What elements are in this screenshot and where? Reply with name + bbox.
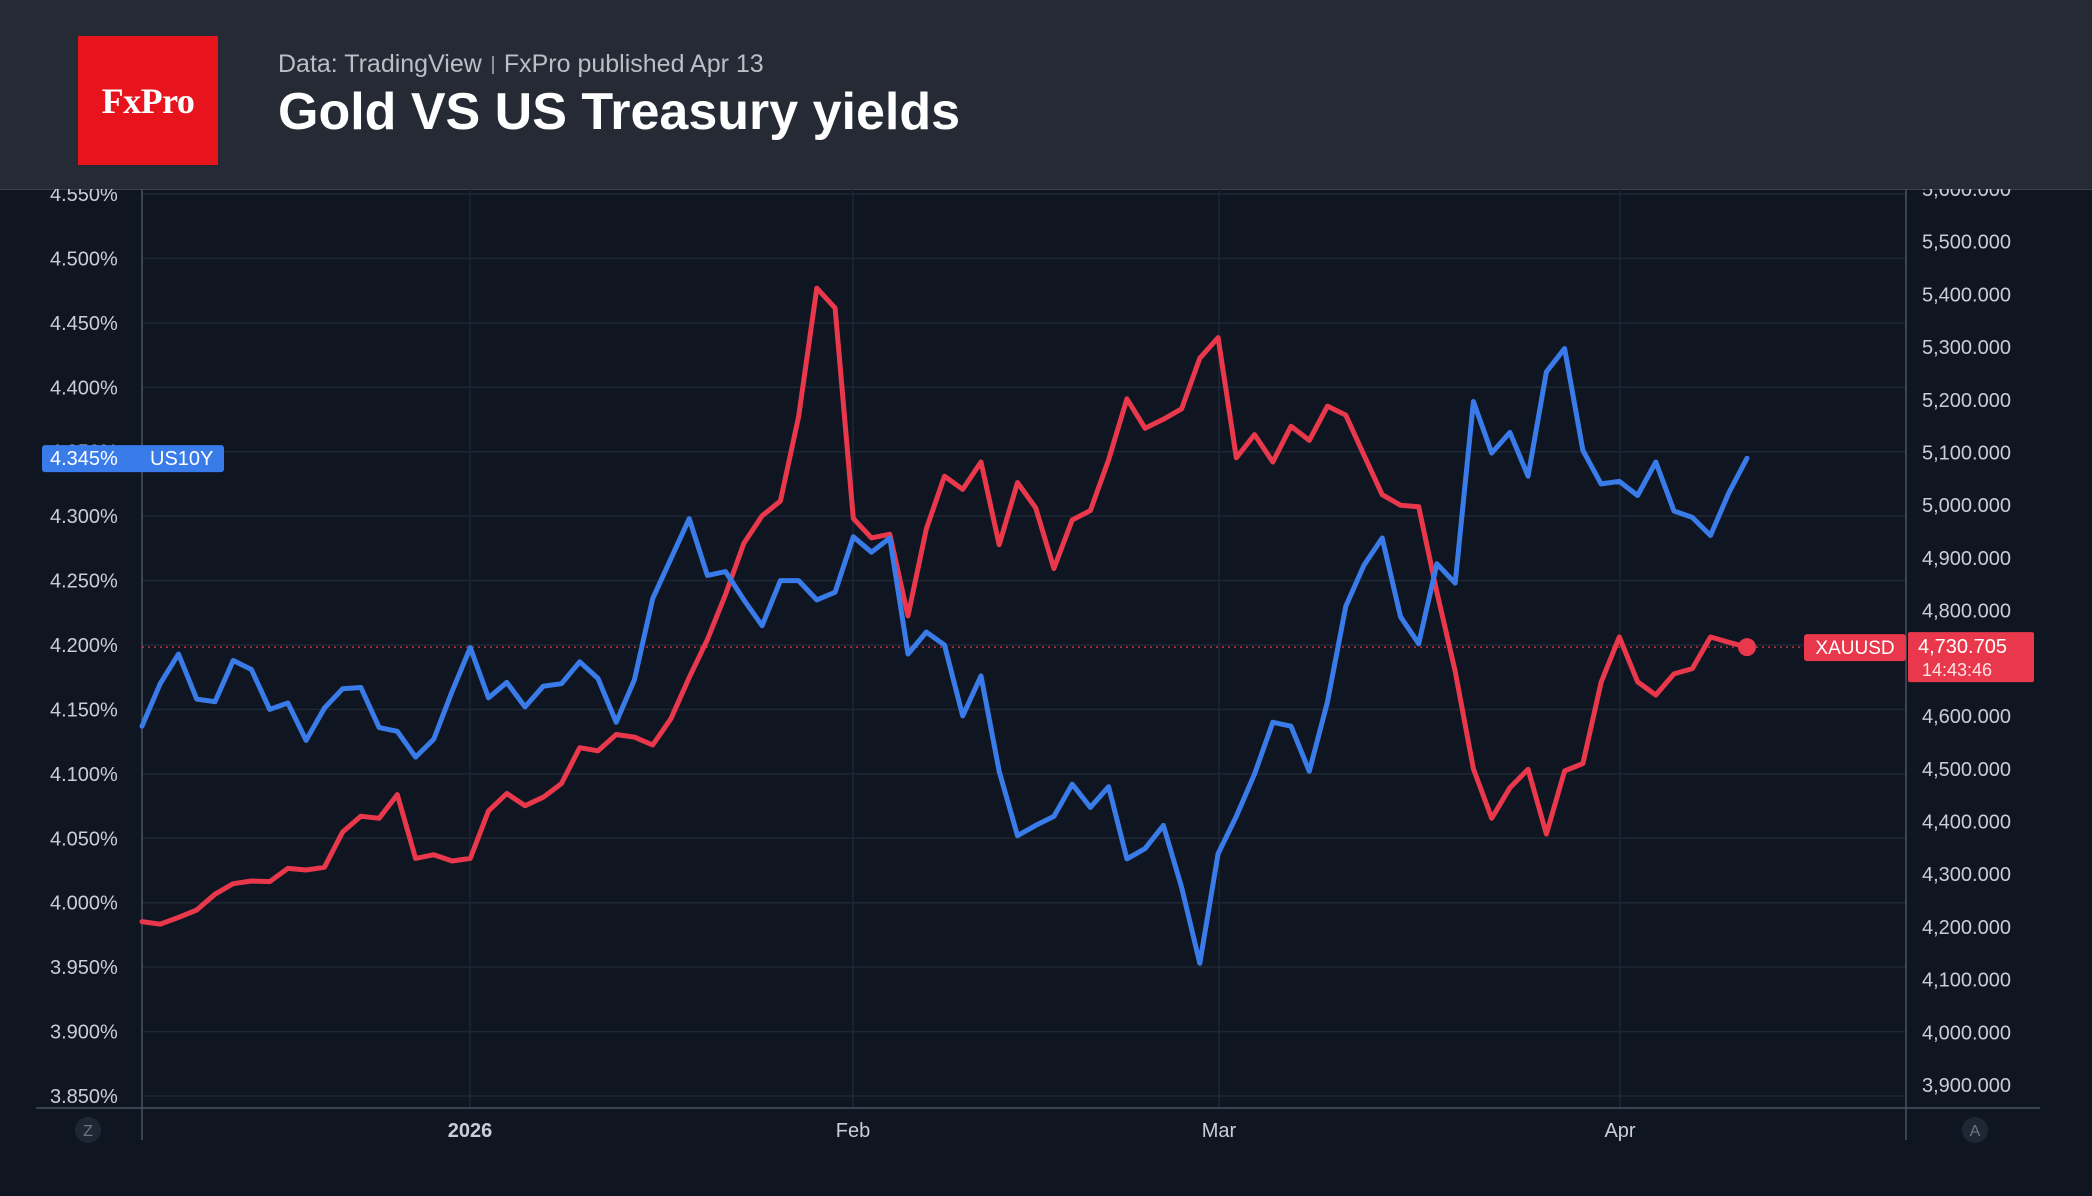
right-tick-label: 4,800.000 [1922,601,2011,623]
left-tick-label: 4.300% [50,506,118,528]
left-tick-label: 4.450% [50,313,118,335]
us10y-last-value: 4.345% [50,448,118,470]
axis-corner-left-button [75,1117,101,1143]
header-bar: FxPro Data: TradingView FxPro published A… [0,0,2092,190]
right-tick-label: 4,000.000 [1922,1022,2011,1044]
data-source: Data: TradingView [278,50,482,78]
left-tick-label: 4.250% [50,571,118,593]
left-tick-label: 4.550% [50,189,118,206]
us10y-last-badge [42,445,224,473]
right-tick-label: 5,200.000 [1922,390,2011,412]
left-tick-label: 3.950% [50,957,118,979]
right-tick-label: 4,400.000 [1922,811,2011,833]
right-tick-label: 5,000.000 [1922,495,2011,517]
left-tick-label: 4.050% [50,828,118,850]
right-tick-label: 4,500.000 [1922,759,2011,781]
us10y-series-line [139,346,1750,966]
logo-text: FxPro [101,80,195,121]
xauusd-countdown: 14:43:46 [1922,660,1992,680]
right-tick-label: 5,500.000 [1922,232,2011,254]
right-tick-label: 4,100.000 [1922,970,2011,992]
us10y-series-name: US10Y [150,448,213,470]
xauusd-series-name: XAUUSD [1815,638,1894,659]
left-tick-label: 4.100% [50,764,118,786]
x-tick-label: Mar [1202,1120,1237,1142]
chart-title: Gold VS US Treasury yields [278,83,961,141]
right-tick-label: 4,600.000 [1922,706,2011,728]
xauusd-series-line [139,285,1750,927]
right-tick-label: 5,600.000 [1922,189,2011,201]
source-line: Data: TradingView FxPro published Apr 13 [278,50,764,79]
right-tick-label: 5,100.000 [1922,443,2011,465]
right-tick-label: 4,200.000 [1922,917,2011,939]
separator [491,56,494,75]
left-tick-label: 3.900% [50,1022,118,1044]
axis-corner-right-label: A [1970,1123,1981,1140]
xauusd-last-value: 4,730.705 [1918,636,2007,658]
xauusd-last-point [1738,638,1756,657]
left-tick-label: 3.850% [50,1086,118,1108]
xauusd-name-badge [1804,634,1906,662]
right-tick-label: 4,300.000 [1922,864,2011,886]
right-tick-label: 3,900.000 [1922,1075,2011,1097]
xauusd-price-badge [1908,632,2034,683]
left-tick-label: 4.000% [50,893,118,915]
publisher-info: FxPro published Apr 13 [503,50,764,78]
left-tick-label: 4.150% [50,699,118,721]
x-tick-label: Feb [836,1120,870,1142]
right-tick-label: 4,900.000 [1922,548,2011,570]
axis-corner-right-button [1962,1117,1988,1143]
chart-area: 4.550%4.500%4.450%4.400%4.350%4.300%4.25… [36,189,2040,1143]
left-tick-label: 4.500% [50,248,118,270]
x-tick-label: 2026 [448,1120,493,1142]
axis-corner-left-label: Z [83,1123,93,1140]
left-tick-label: 4.400% [50,377,118,399]
x-tick-label: Apr [1604,1120,1635,1142]
left-tick-label: 4.200% [50,635,118,657]
fxpro-logo: FxPro [78,36,218,165]
right-tick-label: 5,300.000 [1922,337,2011,359]
right-tick-label: 5,400.000 [1922,284,2011,306]
